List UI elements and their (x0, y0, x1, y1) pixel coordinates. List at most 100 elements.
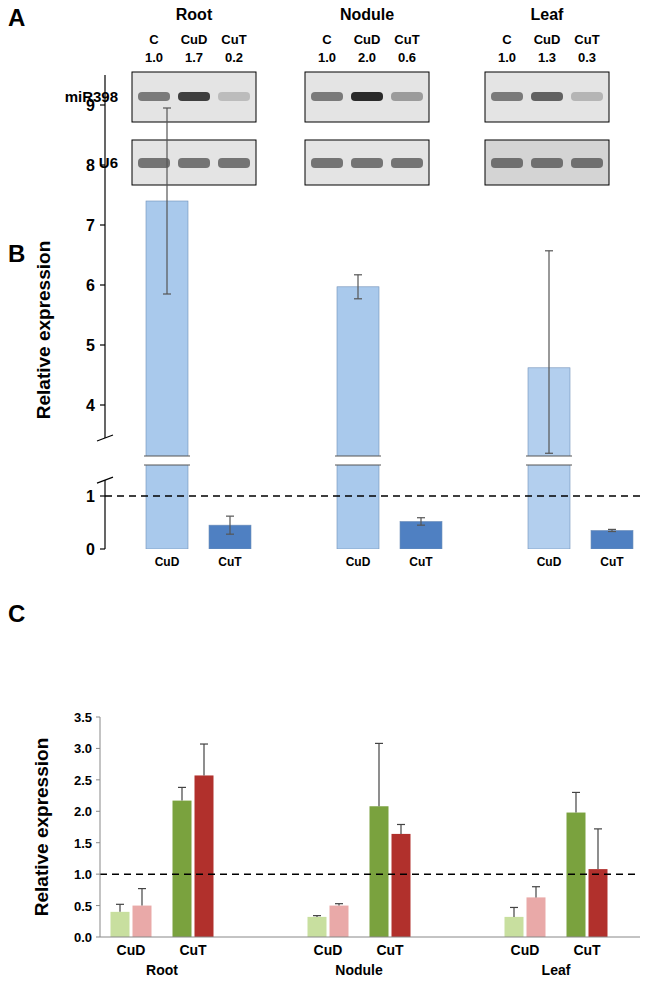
error-cap (572, 792, 580, 793)
y-tick-label: 3.0 (74, 741, 92, 756)
blot-frame (305, 140, 429, 185)
y-tick-label: 0 (86, 541, 95, 558)
category-label: CuD (537, 555, 562, 569)
lane-label: CuD (534, 32, 561, 47)
mir398-band (351, 92, 383, 101)
category-label: CuT (218, 555, 242, 569)
error-cap (594, 828, 602, 829)
category-label: CuT (600, 555, 624, 569)
bar (400, 521, 442, 549)
category-label: CuD (346, 555, 371, 569)
u6-band (391, 158, 423, 168)
y-tick-label: 0.5 (74, 899, 92, 914)
y-axis-label: Relative expression (33, 241, 54, 419)
mir398-band (218, 92, 250, 101)
bar (330, 906, 349, 937)
error-cap (417, 525, 425, 526)
value-label: 1.0 (498, 50, 516, 65)
value-label: 2.0 (358, 50, 376, 65)
value-label: 1.3 (538, 50, 556, 65)
category-label: CuT (376, 942, 404, 958)
error-cap (313, 915, 321, 916)
error-bar (141, 889, 142, 906)
break-line (526, 456, 572, 457)
break-gap (335, 456, 381, 465)
mir398-band (491, 92, 523, 101)
category-label: CuD (117, 942, 146, 958)
bar (133, 906, 152, 937)
panel-title: B (8, 240, 25, 267)
u6-band (138, 158, 170, 168)
error-cap (200, 743, 208, 744)
error-bar (575, 792, 576, 812)
value-label: 0.3 (578, 50, 596, 65)
lane-label: C (322, 32, 332, 47)
error-bar (119, 904, 120, 912)
blot-frame (132, 72, 256, 122)
u6-band (218, 158, 250, 168)
y-tick-label: 0.0 (74, 930, 92, 945)
bar (308, 917, 327, 937)
break-line (526, 465, 572, 466)
u6-band (531, 158, 563, 168)
error-cap (178, 787, 186, 788)
u6-band (571, 158, 603, 168)
u6-band (311, 158, 343, 168)
row-label: U6 (99, 154, 118, 171)
lane-label: CuT (394, 32, 419, 47)
error-cap (608, 529, 616, 530)
blot-frame (485, 140, 609, 185)
bar (111, 912, 130, 937)
y-axis (104, 75, 105, 438)
y-tick (100, 495, 105, 496)
lane-label: C (149, 32, 159, 47)
bar (527, 897, 546, 937)
mir398-band (531, 92, 563, 101)
y-tick-label: 2.0 (74, 804, 92, 819)
error-cap (335, 903, 343, 904)
error-bar (357, 275, 358, 299)
y-tick-label: 7 (86, 217, 95, 234)
error-bar (513, 907, 514, 916)
bar (591, 530, 633, 549)
error-bar (420, 518, 421, 525)
panel-name: Root (176, 6, 213, 23)
page: {"chart_data": [ {"type": "blot", "title… (0, 0, 656, 993)
error-bar (378, 743, 379, 806)
y-tick (96, 717, 100, 718)
y-tick (100, 404, 105, 405)
error-bar (181, 787, 182, 800)
category-label: CuD (314, 942, 343, 958)
y-tick (100, 284, 105, 285)
lane-label: CuD (354, 32, 381, 47)
error-cap (532, 886, 540, 887)
category-label: CuD (155, 555, 180, 569)
lane-label: CuT (221, 32, 246, 47)
y-tick-label: 4 (86, 397, 95, 414)
break-line (144, 465, 190, 466)
lane-label: CuD (181, 32, 208, 47)
reference-line (100, 873, 640, 875)
y-tick (96, 905, 100, 906)
error-cap (116, 904, 124, 905)
bar (505, 917, 524, 937)
axis-break (97, 435, 113, 441)
break-gap (144, 456, 190, 465)
error-bar (597, 829, 598, 869)
panel-title: A (8, 4, 25, 31)
y-tick (100, 344, 105, 345)
figure: AmiR398U6RootC1.0CuD1.7CuT0.2NoduleC1.0C… (0, 0, 656, 993)
y-tick (96, 874, 100, 875)
bar (173, 801, 192, 937)
lane-label: C (502, 32, 512, 47)
error-bar (203, 744, 204, 775)
reference-line (105, 495, 640, 497)
y-tick-label: 2.5 (74, 773, 92, 788)
break-line (335, 465, 381, 466)
y-axis-label: Relative expression (31, 738, 52, 916)
group-label: Nodule (335, 962, 383, 978)
error-cap (545, 250, 553, 251)
break-gap (526, 456, 572, 465)
plot-area (111, 743, 608, 937)
value-label: 0.2 (225, 50, 243, 65)
